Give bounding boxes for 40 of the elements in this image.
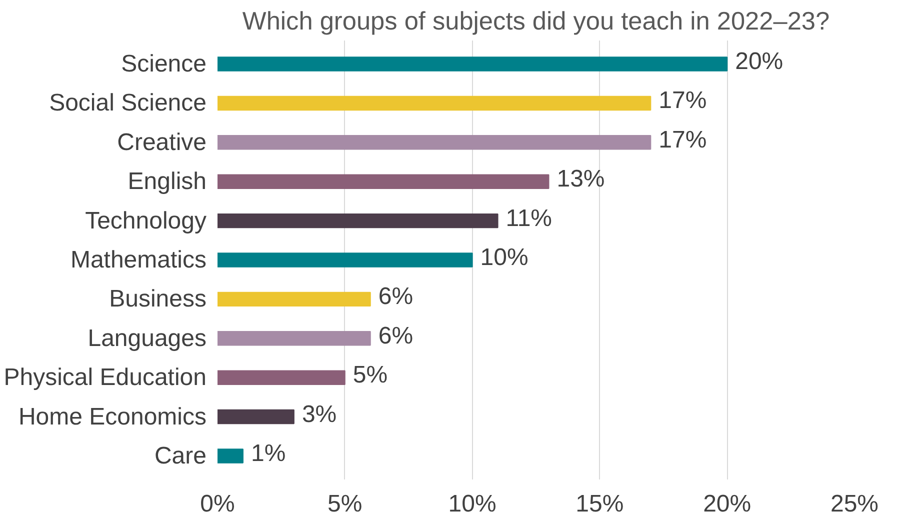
bar bbox=[218, 174, 550, 189]
y-tick-label: Home Economics bbox=[18, 403, 206, 430]
data-label: 6% bbox=[378, 322, 414, 350]
bar bbox=[218, 370, 346, 385]
bar bbox=[218, 135, 652, 150]
y-tick-label: Languages bbox=[88, 324, 206, 352]
data-label: 20% bbox=[735, 48, 784, 76]
x-tick-label: 10% bbox=[448, 490, 496, 518]
x-tick-label: 20% bbox=[703, 490, 752, 518]
y-tick-label: Science bbox=[121, 50, 207, 78]
bar bbox=[218, 56, 728, 72]
x-tick-label: 5% bbox=[328, 490, 362, 518]
x-tick-label: 0% bbox=[200, 490, 235, 518]
bar bbox=[218, 252, 473, 268]
data-label: 17% bbox=[658, 87, 707, 114]
y-tick-label: Physical Education bbox=[4, 364, 206, 392]
data-label: 1% bbox=[250, 440, 286, 467]
x-tick-label: 25% bbox=[830, 490, 879, 518]
data-label: 5% bbox=[352, 362, 388, 389]
y-tick-label: Technology bbox=[85, 207, 207, 234]
bar bbox=[218, 96, 652, 111]
data-label: 11% bbox=[506, 204, 552, 232]
bar bbox=[218, 213, 498, 228]
data-label: 17% bbox=[658, 126, 707, 154]
data-label: 6% bbox=[378, 283, 414, 310]
chart-title: Which groups of subjects did you teach in 2022–23? bbox=[242, 8, 830, 36]
bar bbox=[218, 448, 244, 464]
y-tick-label: Mathematics bbox=[70, 246, 207, 274]
bar bbox=[218, 331, 371, 346]
bar bbox=[218, 409, 294, 424]
y-tick-label: Creative bbox=[117, 128, 207, 156]
bar bbox=[218, 292, 371, 307]
y-tick-label: Care bbox=[154, 442, 207, 470]
data-label: 10% bbox=[480, 244, 528, 271]
data-label: 3% bbox=[302, 400, 337, 428]
x-tick-label: 15% bbox=[576, 490, 624, 518]
y-tick-label: Business bbox=[109, 286, 207, 313]
data-label: 13% bbox=[556, 166, 605, 193]
y-tick-label: English bbox=[128, 168, 207, 196]
y-tick-label: Social Science bbox=[49, 90, 207, 117]
